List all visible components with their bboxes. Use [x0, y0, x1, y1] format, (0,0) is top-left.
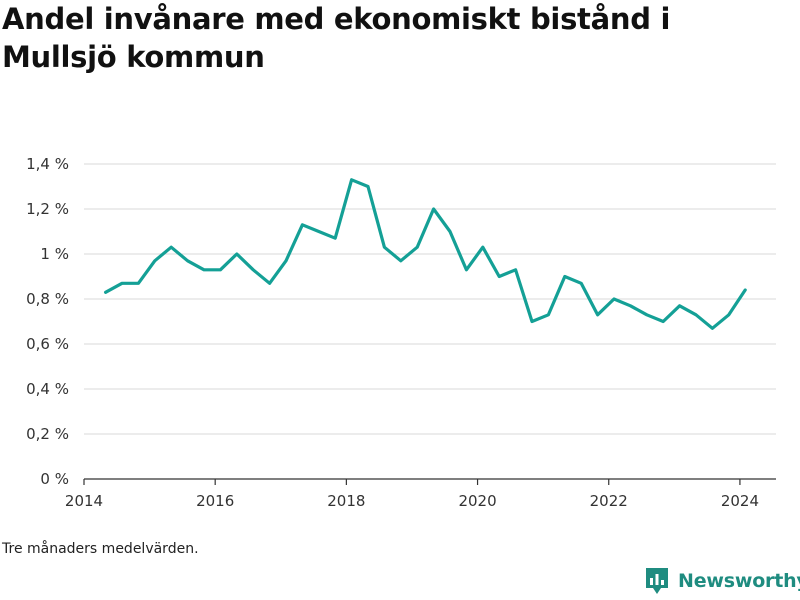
y-tick-label: 1 %	[40, 245, 69, 263]
data-point	[514, 268, 517, 271]
series-line	[104, 178, 747, 330]
data-point	[580, 282, 583, 285]
data-point	[498, 275, 501, 278]
data-point	[563, 275, 566, 278]
data-point	[481, 246, 484, 249]
data-point	[268, 282, 271, 285]
data-point	[301, 223, 304, 226]
data-point	[153, 259, 156, 262]
data-point	[383, 246, 386, 249]
newsworthy-logo-icon	[646, 568, 668, 594]
y-tick-label: 1,2 %	[26, 200, 69, 218]
data-point	[317, 230, 320, 233]
data-point	[695, 313, 698, 316]
data-point	[252, 268, 255, 271]
data-point	[170, 246, 173, 249]
y-tick-label: 0,8 %	[26, 290, 69, 308]
x-tick-label: 2016	[196, 492, 234, 510]
data-point	[432, 208, 435, 211]
data-point	[465, 268, 468, 271]
y-tick-label: 0,6 %	[26, 335, 69, 353]
data-point	[613, 298, 616, 301]
data-point	[727, 313, 730, 316]
data-point	[531, 320, 534, 323]
x-tick-label: 2014	[65, 492, 103, 510]
data-point	[334, 237, 337, 240]
y-tick-label: 0,4 %	[26, 380, 69, 398]
grid-lines	[84, 163, 776, 435]
data-point	[416, 246, 419, 249]
footnote: Tre månaders medelvärden.	[2, 541, 199, 557]
data-point	[744, 289, 747, 292]
data-point	[711, 327, 714, 330]
data-point	[367, 185, 370, 188]
data-point	[629, 304, 632, 307]
data-point	[678, 304, 681, 307]
y-tick-label: 0,2 %	[26, 425, 69, 443]
brand-name: Newsworthy	[678, 570, 800, 592]
data-point	[645, 313, 648, 316]
data-point	[137, 282, 140, 285]
x-tick-label: 2018	[327, 492, 365, 510]
data-point	[285, 259, 288, 262]
data-point	[104, 291, 107, 294]
y-tick-label: 1,4 %	[26, 155, 69, 173]
chart-title: Andel invånare med ekonomiskt bistånd i …	[2, 2, 671, 74]
x-tick-label: 2024	[721, 492, 759, 510]
data-point	[235, 253, 238, 256]
data-point	[186, 259, 189, 262]
y-tick-label: 0 %	[40, 470, 69, 488]
data-point	[547, 313, 550, 316]
x-tick-label: 2022	[590, 492, 628, 510]
newsworthy-brand: Newsworthy	[644, 566, 800, 596]
x-tick-label: 2020	[458, 492, 496, 510]
data-point	[449, 230, 452, 233]
data-point	[596, 313, 599, 316]
data-point	[203, 268, 206, 271]
data-point	[350, 178, 353, 181]
x-axis-ticks: 2014 2016 2018 2020 2022 2024	[65, 479, 759, 510]
data-point	[399, 259, 402, 262]
data-point	[662, 320, 665, 323]
data-point	[121, 282, 124, 285]
y-axis-tick-labels: 0 % 0,2 % 0,4 % 0,6 % 0,8 % 1 % 1,2 % 1,4 %	[26, 155, 69, 488]
data-point	[219, 268, 222, 271]
